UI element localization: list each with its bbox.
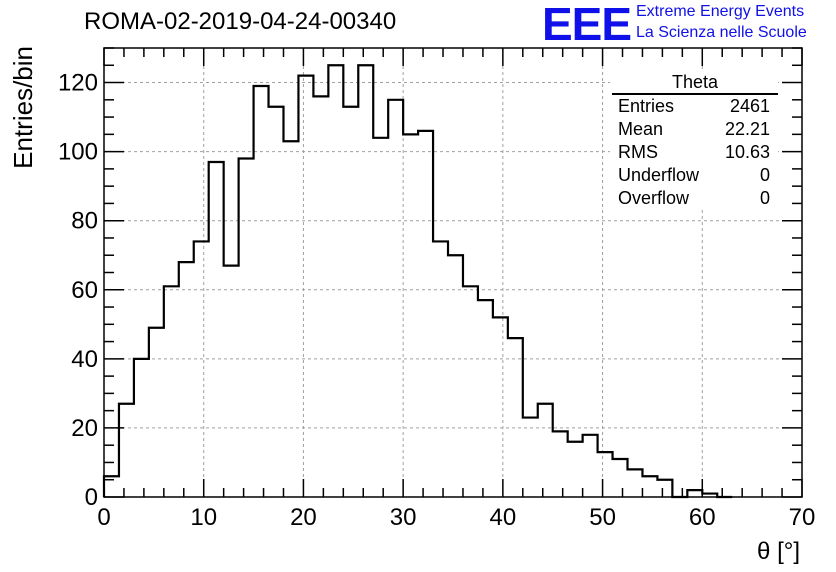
- logo-tagline-2: La Scienza nelle Scuole: [636, 24, 807, 41]
- x-tick-label: 30: [390, 504, 417, 531]
- stats-label: RMS: [618, 142, 658, 162]
- stats-row-entries: Entries 2461: [610, 95, 778, 118]
- histogram-bin: [269, 107, 284, 497]
- stats-value: 0: [759, 165, 770, 185]
- histogram-bin: [523, 418, 538, 497]
- x-tick-label: 40: [490, 504, 517, 531]
- histogram-bin: [628, 469, 643, 497]
- histogram-series: [102, 64, 733, 499]
- x-tick-label: 20: [290, 504, 317, 531]
- stats-value: 22.21: [724, 119, 770, 139]
- y-tick-label: 120: [58, 70, 98, 97]
- stats-label: Underflow: [618, 165, 700, 185]
- histogram-bin: [194, 241, 209, 497]
- histogram-bin: [164, 286, 179, 497]
- stats-value: 10.63: [724, 142, 770, 162]
- y-tick-label: 20: [71, 415, 98, 442]
- eee-logo: EEE: [542, 0, 632, 50]
- histogram-bin: [313, 96, 328, 497]
- histogram-bin: [298, 76, 313, 497]
- histogram-bin: [598, 452, 613, 497]
- y-tick-label: 0: [85, 484, 98, 511]
- histogram-bin: [149, 328, 164, 497]
- stats-row-rms: RMS 10.63: [610, 141, 778, 164]
- histogram-bin: [657, 480, 672, 497]
- stats-label: Mean: [618, 119, 664, 139]
- histogram-bin: [254, 86, 269, 497]
- stats-value: 0: [759, 188, 770, 208]
- histogram-bin: [553, 431, 568, 497]
- stats-row-mean: Mean 22.21: [610, 118, 778, 141]
- stats-row-underflow: Underflow 0: [610, 164, 778, 187]
- histogram-bin: [373, 138, 388, 497]
- histogram-bin: [463, 286, 478, 497]
- stats-title: Theta: [612, 72, 778, 95]
- run-title: ROMA-02-2019-04-24-00340: [84, 8, 397, 35]
- histogram-bin: [642, 476, 657, 497]
- tick-labels: 0 10 20 30 40 50 60 70 0 20 40 60 80 100 120: [58, 70, 815, 531]
- x-axis-label: θ [°]: [757, 538, 800, 565]
- stats-box: Theta Entries 2461 Mean 22.21 RMS 10.63 …: [610, 72, 778, 210]
- stats-label: Overflow: [618, 188, 690, 208]
- y-tick-label: 80: [71, 208, 98, 235]
- y-tick-label: 60: [71, 277, 98, 304]
- axis-ticks: [103, 47, 803, 498]
- histogram-bin: [433, 241, 448, 497]
- histogram-bin: [224, 266, 239, 497]
- x-tick-label: 70: [789, 504, 816, 531]
- histogram-bin: [358, 65, 373, 497]
- x-tick-label: 10: [190, 504, 217, 531]
- histogram-bin: [687, 490, 702, 497]
- histogram-bin: [388, 100, 403, 497]
- histogram-bin: [134, 359, 149, 497]
- y-tick-label: 100: [58, 139, 98, 166]
- histogram-bin: [478, 300, 493, 497]
- stats-value: 2461: [729, 96, 770, 116]
- histogram-bin: [403, 134, 418, 497]
- x-tick-label: 0: [97, 504, 110, 531]
- stats-row-overflow: Overflow 0: [610, 187, 778, 210]
- histogram-bin: [568, 442, 583, 497]
- histogram-bin: [493, 317, 508, 497]
- histogram-bin: [179, 262, 194, 497]
- logo-tagline-1: Extreme Energy Events: [636, 3, 805, 20]
- histogram-bin: [283, 141, 298, 497]
- histogram-bin: [583, 435, 598, 497]
- histogram-outline: [102, 64, 733, 499]
- histogram-bin: [448, 255, 463, 497]
- y-tick-label: 40: [71, 346, 98, 373]
- histogram-bin: [119, 404, 134, 497]
- histogram-bin: [343, 107, 358, 497]
- histogram-bin: [613, 459, 628, 497]
- histogram-bin: [508, 338, 523, 497]
- histogram-bin: [418, 131, 433, 497]
- x-tick-label: 60: [689, 504, 716, 531]
- histogram-bin: [209, 162, 224, 497]
- y-axis-label: Entries/bin: [8, 46, 38, 169]
- x-tick-label: 50: [589, 504, 616, 531]
- histogram-bin: [538, 404, 553, 497]
- stats-label: Entries: [618, 96, 675, 116]
- histogram-bin: [239, 159, 254, 497]
- histogram-bin: [328, 65, 343, 497]
